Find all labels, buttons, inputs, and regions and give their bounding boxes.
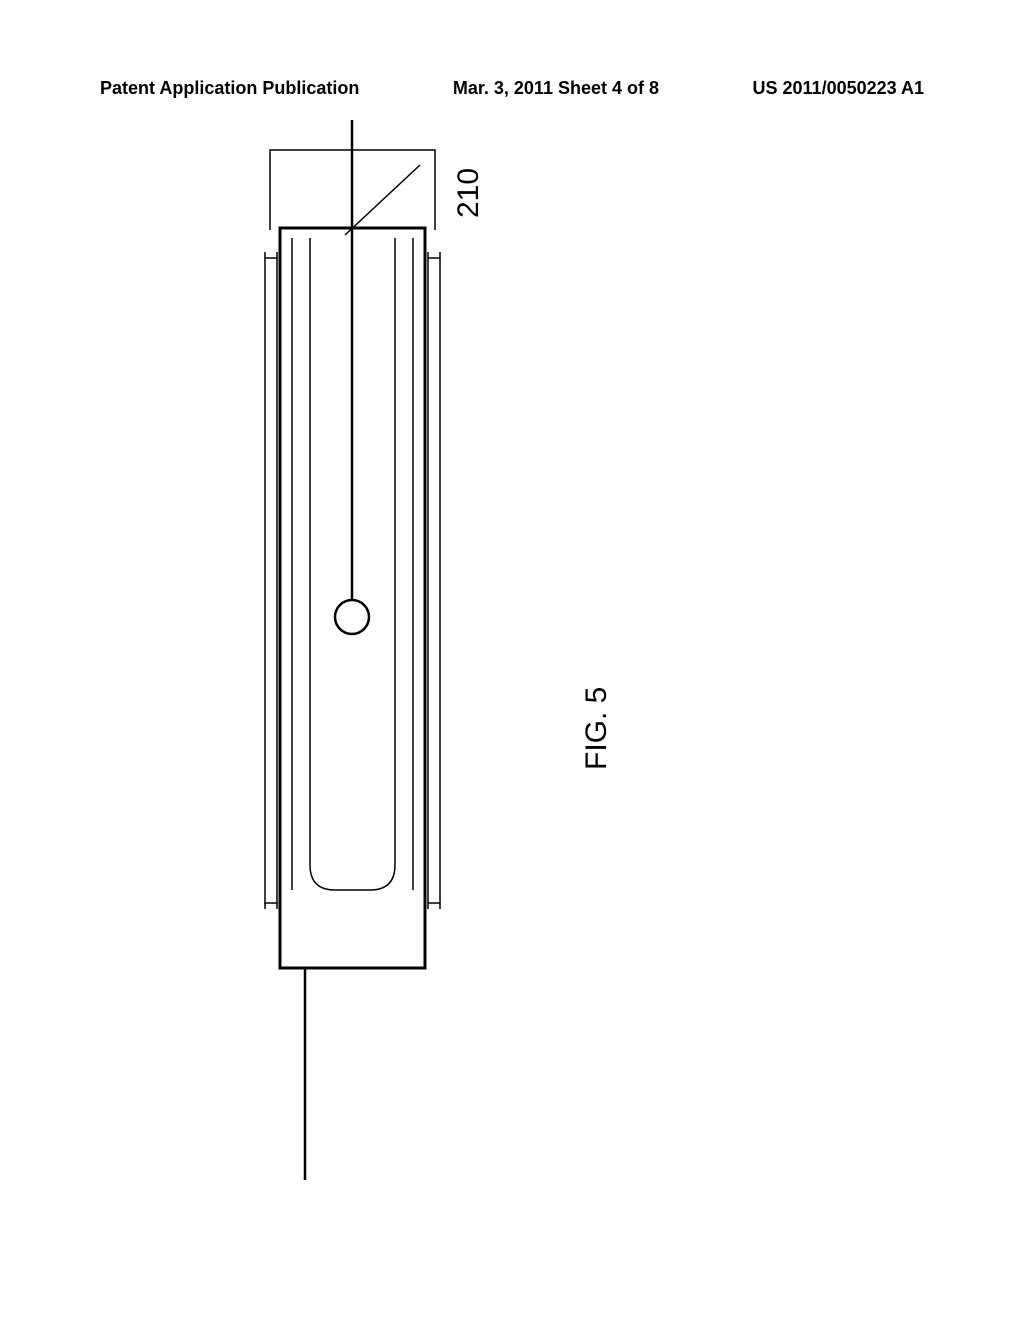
figure-caption: FIG. 5 [580,687,614,770]
header-left: Patent Application Publication [100,78,359,99]
page-header: Patent Application Publication Mar. 3, 2… [0,0,1024,99]
reference-number-210: 210 [452,168,486,218]
patent-drawing [0,120,1024,1270]
figure-area: 210 FIG. 5 [0,120,1024,1270]
header-right: US 2011/0050223 A1 [753,78,924,99]
header-center: Mar. 3, 2011 Sheet 4 of 8 [453,78,659,99]
